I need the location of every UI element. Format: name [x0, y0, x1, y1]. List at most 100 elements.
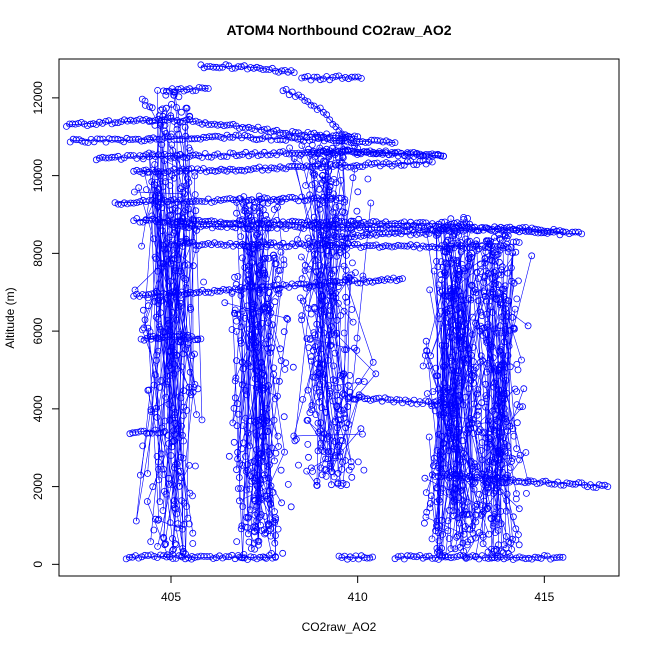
data-point	[396, 275, 403, 283]
data-point	[354, 458, 362, 466]
series-line-segment	[488, 461, 519, 535]
series-line-segment	[258, 258, 275, 502]
data-point	[326, 342, 334, 350]
series-line-segment	[482, 543, 498, 559]
data-point	[233, 538, 241, 545]
data-point	[330, 473, 338, 481]
series-line-segment	[456, 423, 460, 433]
data-point	[127, 151, 135, 159]
data-point	[478, 312, 486, 320]
data-point	[329, 74, 337, 81]
series-line-segment	[467, 218, 470, 477]
data-point	[465, 251, 473, 259]
data-point	[241, 131, 249, 139]
data-point	[274, 525, 282, 533]
data-point	[260, 194, 268, 202]
data-point	[366, 554, 374, 562]
series-line-segment	[253, 314, 260, 542]
data-point	[348, 259, 356, 267]
data-point	[198, 197, 206, 205]
data-point	[315, 185, 323, 193]
data-point	[161, 150, 169, 158]
data-point	[257, 212, 264, 220]
data-point	[495, 258, 503, 266]
data-point	[151, 253, 159, 261]
data-point	[355, 215, 363, 223]
data-point	[334, 479, 342, 487]
series-line-segment	[462, 331, 474, 482]
data-point	[565, 230, 573, 238]
series-line-segment	[344, 237, 347, 396]
data-point	[513, 388, 521, 396]
data-point	[331, 452, 339, 460]
data-point	[348, 306, 356, 313]
data-point	[338, 465, 346, 473]
data-point	[421, 474, 429, 482]
data-point	[298, 316, 306, 324]
data-point	[219, 554, 227, 562]
data-point	[216, 64, 223, 72]
data-point	[433, 372, 440, 380]
y-tick-label: 8000	[31, 240, 45, 267]
data-point	[261, 133, 269, 140]
data-point	[171, 431, 179, 439]
data-point	[92, 156, 100, 164]
data-point	[267, 309, 275, 317]
series-line-segment	[340, 274, 352, 411]
data-point	[437, 489, 445, 497]
data-point	[578, 230, 586, 238]
data-point	[346, 388, 354, 396]
data-point	[342, 251, 350, 259]
data-point	[191, 380, 199, 388]
series-line-segment	[464, 532, 480, 558]
data-point	[463, 541, 471, 549]
series-line-segment	[183, 503, 186, 555]
data-point	[151, 216, 159, 224]
data-point	[325, 285, 333, 293]
data-point	[175, 552, 183, 560]
data-point	[170, 154, 178, 161]
data-point	[145, 386, 153, 394]
data-point	[242, 207, 249, 215]
series-line-segment	[338, 128, 358, 149]
data-point	[338, 130, 346, 138]
data-point	[251, 477, 259, 485]
data-point	[344, 381, 352, 389]
series-line-segment	[307, 390, 332, 452]
data-point	[326, 194, 334, 201]
data-point	[339, 479, 347, 487]
data-point	[444, 517, 452, 525]
series-line-segment	[195, 210, 203, 420]
series-line-segment	[581, 484, 608, 487]
data-point	[160, 428, 167, 436]
series-line-segment	[301, 148, 333, 279]
series-line-segment	[485, 370, 497, 396]
data-point	[157, 429, 165, 437]
series-line-segment	[440, 492, 463, 506]
data-point	[438, 341, 446, 349]
data-point	[439, 440, 447, 448]
data-point	[422, 397, 430, 405]
data-point	[167, 196, 175, 204]
data-point	[469, 358, 477, 365]
data-point	[254, 541, 262, 549]
data-point	[168, 443, 176, 451]
data-point	[394, 220, 402, 228]
data-point	[441, 552, 449, 559]
data-layer	[63, 61, 612, 563]
data-point	[306, 282, 314, 290]
data-point	[341, 74, 349, 81]
series-line-segment	[148, 152, 177, 355]
data-point	[222, 553, 230, 560]
data-point	[193, 226, 201, 234]
series-line-segment	[147, 328, 160, 520]
data-point	[458, 511, 466, 518]
series-line-segment	[484, 275, 500, 457]
series-line-segment	[252, 309, 272, 537]
data-point	[349, 174, 357, 182]
data-point	[437, 152, 445, 160]
data-point	[437, 271, 445, 279]
data-point	[458, 338, 466, 346]
data-point	[307, 243, 315, 251]
